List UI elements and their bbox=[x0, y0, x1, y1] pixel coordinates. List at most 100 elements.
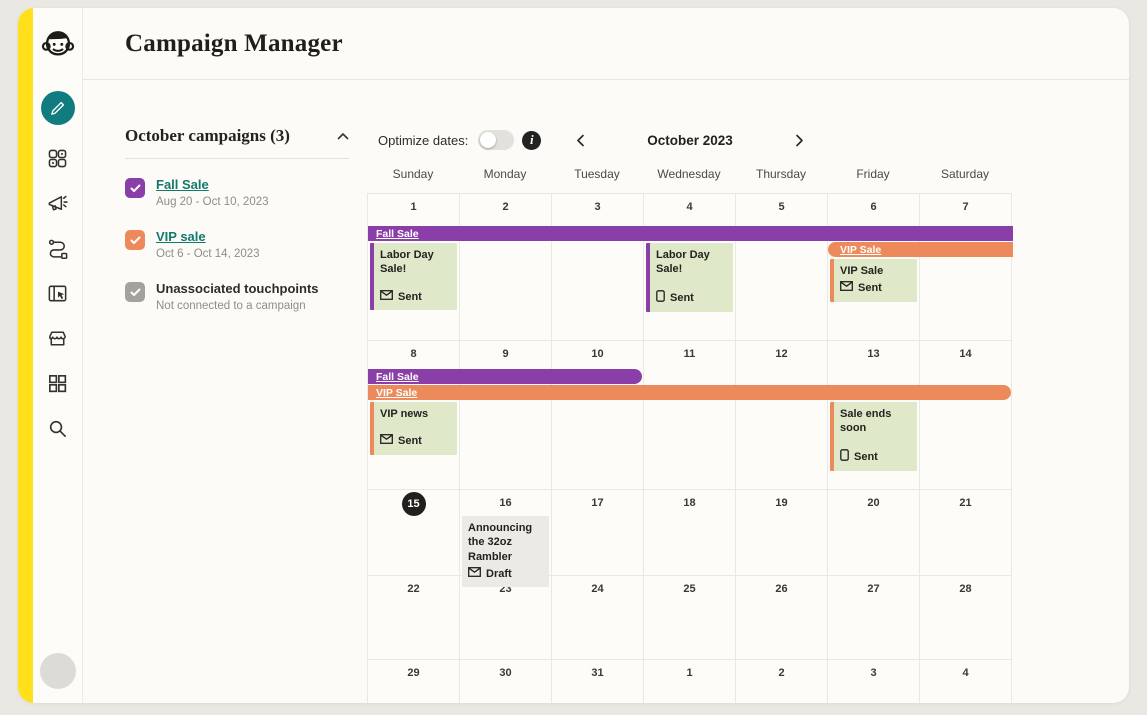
weekday-header-row: Sunday Monday Tuesday Wednesday Thursday Frid… bbox=[367, 167, 1015, 181]
collapse-chevron-icon[interactable] bbox=[337, 132, 349, 140]
calendar-section: Optimize dates: i October 2023 Sunday Mon… bbox=[367, 80, 1015, 703]
email-icon bbox=[380, 434, 393, 448]
campaign-panel: October campaigns (3) Fall Sale Aug 20 - … bbox=[125, 80, 349, 703]
weekday-header: Friday bbox=[856, 167, 890, 181]
event-title: Labor Day Sale! bbox=[656, 249, 710, 276]
sidebar-item-commerce[interactable] bbox=[46, 326, 70, 350]
campaign-list-item: VIP sale Oct 6 - Oct 14, 2023 bbox=[125, 229, 349, 267]
next-month-icon[interactable] bbox=[791, 132, 808, 149]
event-status: Sent bbox=[380, 434, 451, 448]
campaign-label: Unassociated touchpoints bbox=[156, 281, 319, 296]
event-status-text: Sent bbox=[858, 282, 882, 295]
campaign-checkbox[interactable] bbox=[125, 178, 145, 198]
calendar-day-cell[interactable]: 12 bbox=[736, 341, 828, 490]
campaign-bar-label: VIP Sale bbox=[376, 386, 418, 399]
calendar-day-cell[interactable]: 4 bbox=[920, 660, 1012, 703]
event-title: VIP news bbox=[380, 408, 429, 420]
sidebar-item-megaphone[interactable] bbox=[46, 191, 70, 215]
calendar-day-cell[interactable]: 25 bbox=[644, 576, 736, 660]
month-navigation: October 2023 bbox=[572, 132, 808, 149]
calendar-day-cell[interactable]: 22 bbox=[368, 576, 460, 660]
calendar-day-cell[interactable]: 26 bbox=[736, 576, 828, 660]
app-window: Campaign Manager October campaigns (3) F… bbox=[18, 8, 1129, 703]
email-icon bbox=[468, 566, 481, 581]
event-card[interactable]: Labor Day Sale! Sent bbox=[646, 243, 733, 312]
calendar-day-cell[interactable]: 19 bbox=[736, 490, 828, 576]
calendar-day-cell[interactable]: 10 bbox=[552, 341, 644, 490]
optimize-dates-label: Optimize dates: bbox=[378, 132, 469, 148]
calendar-day-cell[interactable]: 24 bbox=[552, 576, 644, 660]
content-area: October campaigns (3) Fall Sale Aug 20 - … bbox=[83, 80, 1129, 703]
brand-accent-stripe bbox=[18, 8, 33, 703]
calendar-day-cell[interactable]: 3 bbox=[828, 660, 920, 703]
campaign-panel-header: October campaigns (3) bbox=[125, 126, 349, 159]
calendar-day-cell[interactable]: 14 bbox=[920, 341, 1012, 490]
calendar-day-cell[interactable]: 3 bbox=[552, 194, 644, 341]
campaign-checkbox[interactable] bbox=[125, 230, 145, 250]
campaign-panel-title: October campaigns (3) bbox=[125, 126, 290, 145]
calendar-day-cell[interactable]: 30 bbox=[460, 660, 552, 703]
calendar-day-cell[interactable]: 15 bbox=[368, 490, 460, 576]
prev-month-icon[interactable] bbox=[572, 132, 589, 149]
event-card[interactable]: VIP news Sent bbox=[370, 402, 457, 455]
campaign-link[interactable]: VIP sale bbox=[156, 229, 206, 244]
sidebar-item-apps-grid[interactable] bbox=[46, 371, 70, 395]
calendar-day-cell[interactable]: 21 bbox=[920, 490, 1012, 576]
event-title: Announcing the 32oz Rambler bbox=[468, 522, 533, 563]
event-title: Sale ends soon bbox=[840, 408, 892, 435]
calendar-day-cell[interactable]: 29 bbox=[368, 660, 460, 703]
campaign-list-item: Fall Sale Aug 20 - Oct 10, 2023 bbox=[125, 177, 349, 215]
calendar-day-cell[interactable]: 1 bbox=[644, 660, 736, 703]
campaign-list: Fall Sale Aug 20 - Oct 10, 2023 VIP sale Oc… bbox=[125, 177, 349, 319]
event-card[interactable]: Sale ends soon Sent bbox=[830, 402, 917, 471]
event-card[interactable]: Announcing the 32oz Rambler Draft bbox=[462, 516, 549, 588]
calendar-day-cell[interactable]: 28 bbox=[920, 576, 1012, 660]
month-label: October 2023 bbox=[647, 132, 733, 148]
event-status: Sent bbox=[380, 289, 451, 304]
campaign-bar-fall[interactable]: Fall Sale bbox=[368, 226, 1013, 241]
page-title: Campaign Manager bbox=[125, 29, 343, 57]
sidebar-item-automations[interactable] bbox=[46, 236, 70, 260]
mailchimp-logo[interactable] bbox=[39, 24, 77, 69]
weekday-header: Sunday bbox=[392, 167, 434, 181]
user-avatar[interactable] bbox=[39, 653, 76, 689]
event-title: Labor Day Sale! bbox=[380, 249, 434, 276]
today-badge: 15 bbox=[401, 492, 426, 516]
sidebar-item-search[interactable] bbox=[46, 416, 70, 440]
campaign-bar-vip[interactable]: VIP Sale bbox=[828, 242, 1013, 257]
sidebar-item-website[interactable] bbox=[46, 281, 70, 305]
calendar-week-row: 22 23 24 25 26 27 28 bbox=[368, 576, 1012, 660]
sidebar-item-pencil[interactable] bbox=[40, 91, 75, 125]
calendar-week-row: 1 2 3 4 5 6 7 Fall Sale VIP Sale Labor Day Sale! S… bbox=[368, 194, 1013, 341]
calendar-day-cell[interactable]: 17 bbox=[552, 490, 644, 576]
event-status-text: Sent bbox=[398, 435, 422, 448]
campaign-checkbox[interactable] bbox=[125, 282, 145, 302]
event-card[interactable]: VIP Sale Sent bbox=[830, 259, 917, 302]
calendar-day-cell[interactable]: 9 bbox=[460, 341, 552, 490]
event-card[interactable]: Labor Day Sale! Sent bbox=[370, 243, 457, 310]
event-status-text: Draft bbox=[486, 567, 512, 580]
event-status: Sent bbox=[656, 289, 727, 306]
calendar-day-cell[interactable]: 23 bbox=[460, 576, 552, 660]
calendar-day-cell[interactable]: 20 bbox=[828, 490, 920, 576]
sidebar-item-audience[interactable] bbox=[46, 146, 70, 170]
campaign-bar-fall[interactable]: Fall Sale bbox=[368, 369, 642, 384]
calendar-day-cell[interactable]: 7 bbox=[920, 194, 1012, 341]
weekday-header: Tuesday bbox=[574, 167, 620, 181]
calendar-week-row: 15 16 17 18 19 20 21 Announcing the 32oz Ramble… bbox=[368, 490, 1012, 588]
campaign-bar-vip[interactable]: VIP Sale bbox=[368, 385, 1011, 400]
calendar-day-cell[interactable]: 27 bbox=[828, 576, 920, 660]
campaign-bar-label: Fall Sale bbox=[376, 227, 419, 240]
calendar-day-cell[interactable]: 18 bbox=[644, 490, 736, 576]
weekday-header: Monday bbox=[483, 167, 527, 181]
calendar-day-cell[interactable]: 2 bbox=[460, 194, 552, 341]
optimize-dates-toggle[interactable] bbox=[478, 130, 515, 150]
calendar-day-cell[interactable]: 11 bbox=[644, 341, 736, 490]
event-status-text: Sent bbox=[398, 290, 422, 303]
calendar-day-cell[interactable]: 31 bbox=[552, 660, 644, 703]
calendar-day-cell[interactable]: 5 bbox=[736, 194, 828, 341]
campaign-link[interactable]: Fall Sale bbox=[156, 177, 209, 192]
calendar-toolbar: Optimize dates: i October 2023 bbox=[367, 127, 1015, 153]
info-icon[interactable]: i bbox=[522, 130, 542, 150]
calendar-day-cell[interactable]: 2 bbox=[736, 660, 828, 703]
